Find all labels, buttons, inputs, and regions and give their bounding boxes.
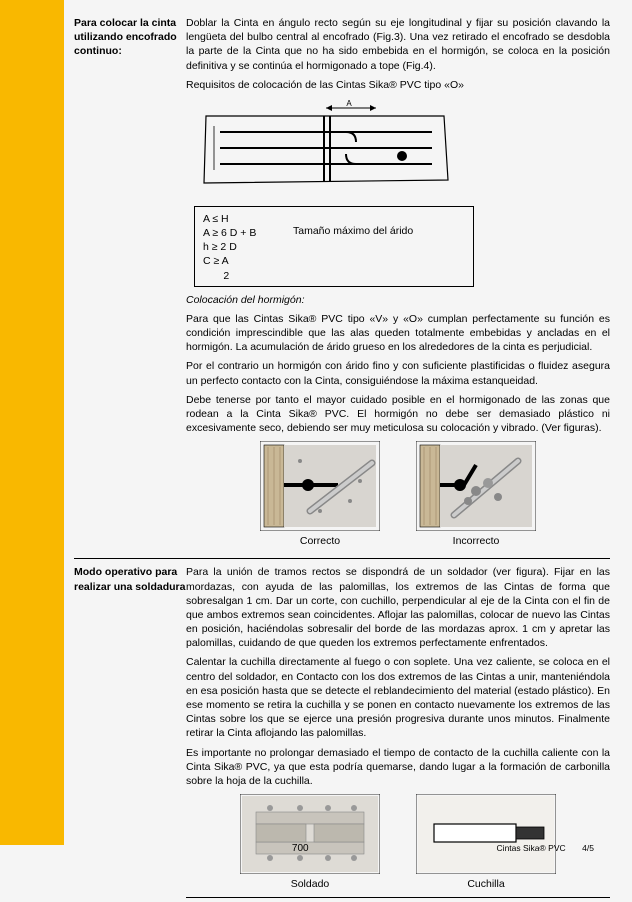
fig-soldado-label: Soldado — [240, 877, 380, 891]
fig-correcto: Correcto — [260, 441, 380, 548]
footer-doc-name: Cintas Sika® PVC — [497, 843, 566, 853]
formula-l4: C ≥ A — [203, 254, 293, 268]
page-content: Para colocar la cinta utilizando encofra… — [64, 0, 624, 902]
fig-correcto-label: Correcto — [260, 534, 380, 548]
page-number: 700 — [104, 842, 497, 856]
fig-cuchilla-label: Cuchilla — [416, 877, 556, 891]
formula-l5: 2 — [203, 269, 293, 283]
s1-p5: Debe tenerse por tanto el mayor cuidado … — [186, 393, 610, 436]
footer: 700 Cintas Sika® PVC 4/5 — [64, 842, 608, 856]
s1-sub1: Colocación del hormigón: — [186, 293, 610, 307]
s2-p1: Para la unión de tramos rectos se dispon… — [186, 565, 610, 650]
s1-p2: Requisitos de colocación de las Cintas S… — [186, 78, 610, 92]
formula-right: Tamaño máximo del árido — [293, 212, 413, 283]
s1-p3: Para que las Cintas Sika® PVC tipo «V» y… — [186, 312, 610, 355]
formula-l3: h ≥ 2 D — [203, 240, 293, 254]
figure-pair-correcto: Correcto — [186, 441, 610, 548]
side-stripe — [0, 0, 64, 845]
svg-text:A: A — [346, 99, 352, 108]
s2-p2: Calentar la cuchilla directamente al fue… — [186, 655, 610, 740]
end-rule — [186, 897, 610, 898]
fig-incorrecto: Incorrecto — [416, 441, 536, 548]
formula-l2: A ≥ 6 D + B — [203, 226, 293, 240]
s1-p4: Por el contrario un hormigón con árido f… — [186, 359, 610, 387]
formula-left: A ≤ H A ≥ 6 D + B h ≥ 2 D C ≥ A 2 — [203, 212, 293, 283]
section1-heading: Para colocar la cinta utilizando encofra… — [74, 16, 186, 59]
s1-p1: Doblar la Cinta en ángulo recto según su… — [186, 16, 610, 73]
footer-page-n: 4/5 — [582, 843, 594, 853]
footer-doc: Cintas Sika® PVC 4/5 — [497, 843, 594, 854]
section1-body: Doblar la Cinta en ángulo recto según su… — [186, 16, 610, 554]
s2-p3: Es importante no prolongar demasiado el … — [186, 746, 610, 789]
section-1: Para colocar la cinta utilizando encofra… — [74, 10, 610, 554]
formula-l1: A ≤ H — [203, 212, 293, 226]
fig-incorrecto-label: Incorrecto — [416, 534, 536, 548]
section2-heading: Modo operativo para realizar una soldadu… — [74, 565, 186, 593]
diagram-requirements: A — [186, 98, 610, 198]
formula-box: A ≤ H A ≥ 6 D + B h ≥ 2 D C ≥ A 2 Tamaño… — [194, 206, 474, 287]
